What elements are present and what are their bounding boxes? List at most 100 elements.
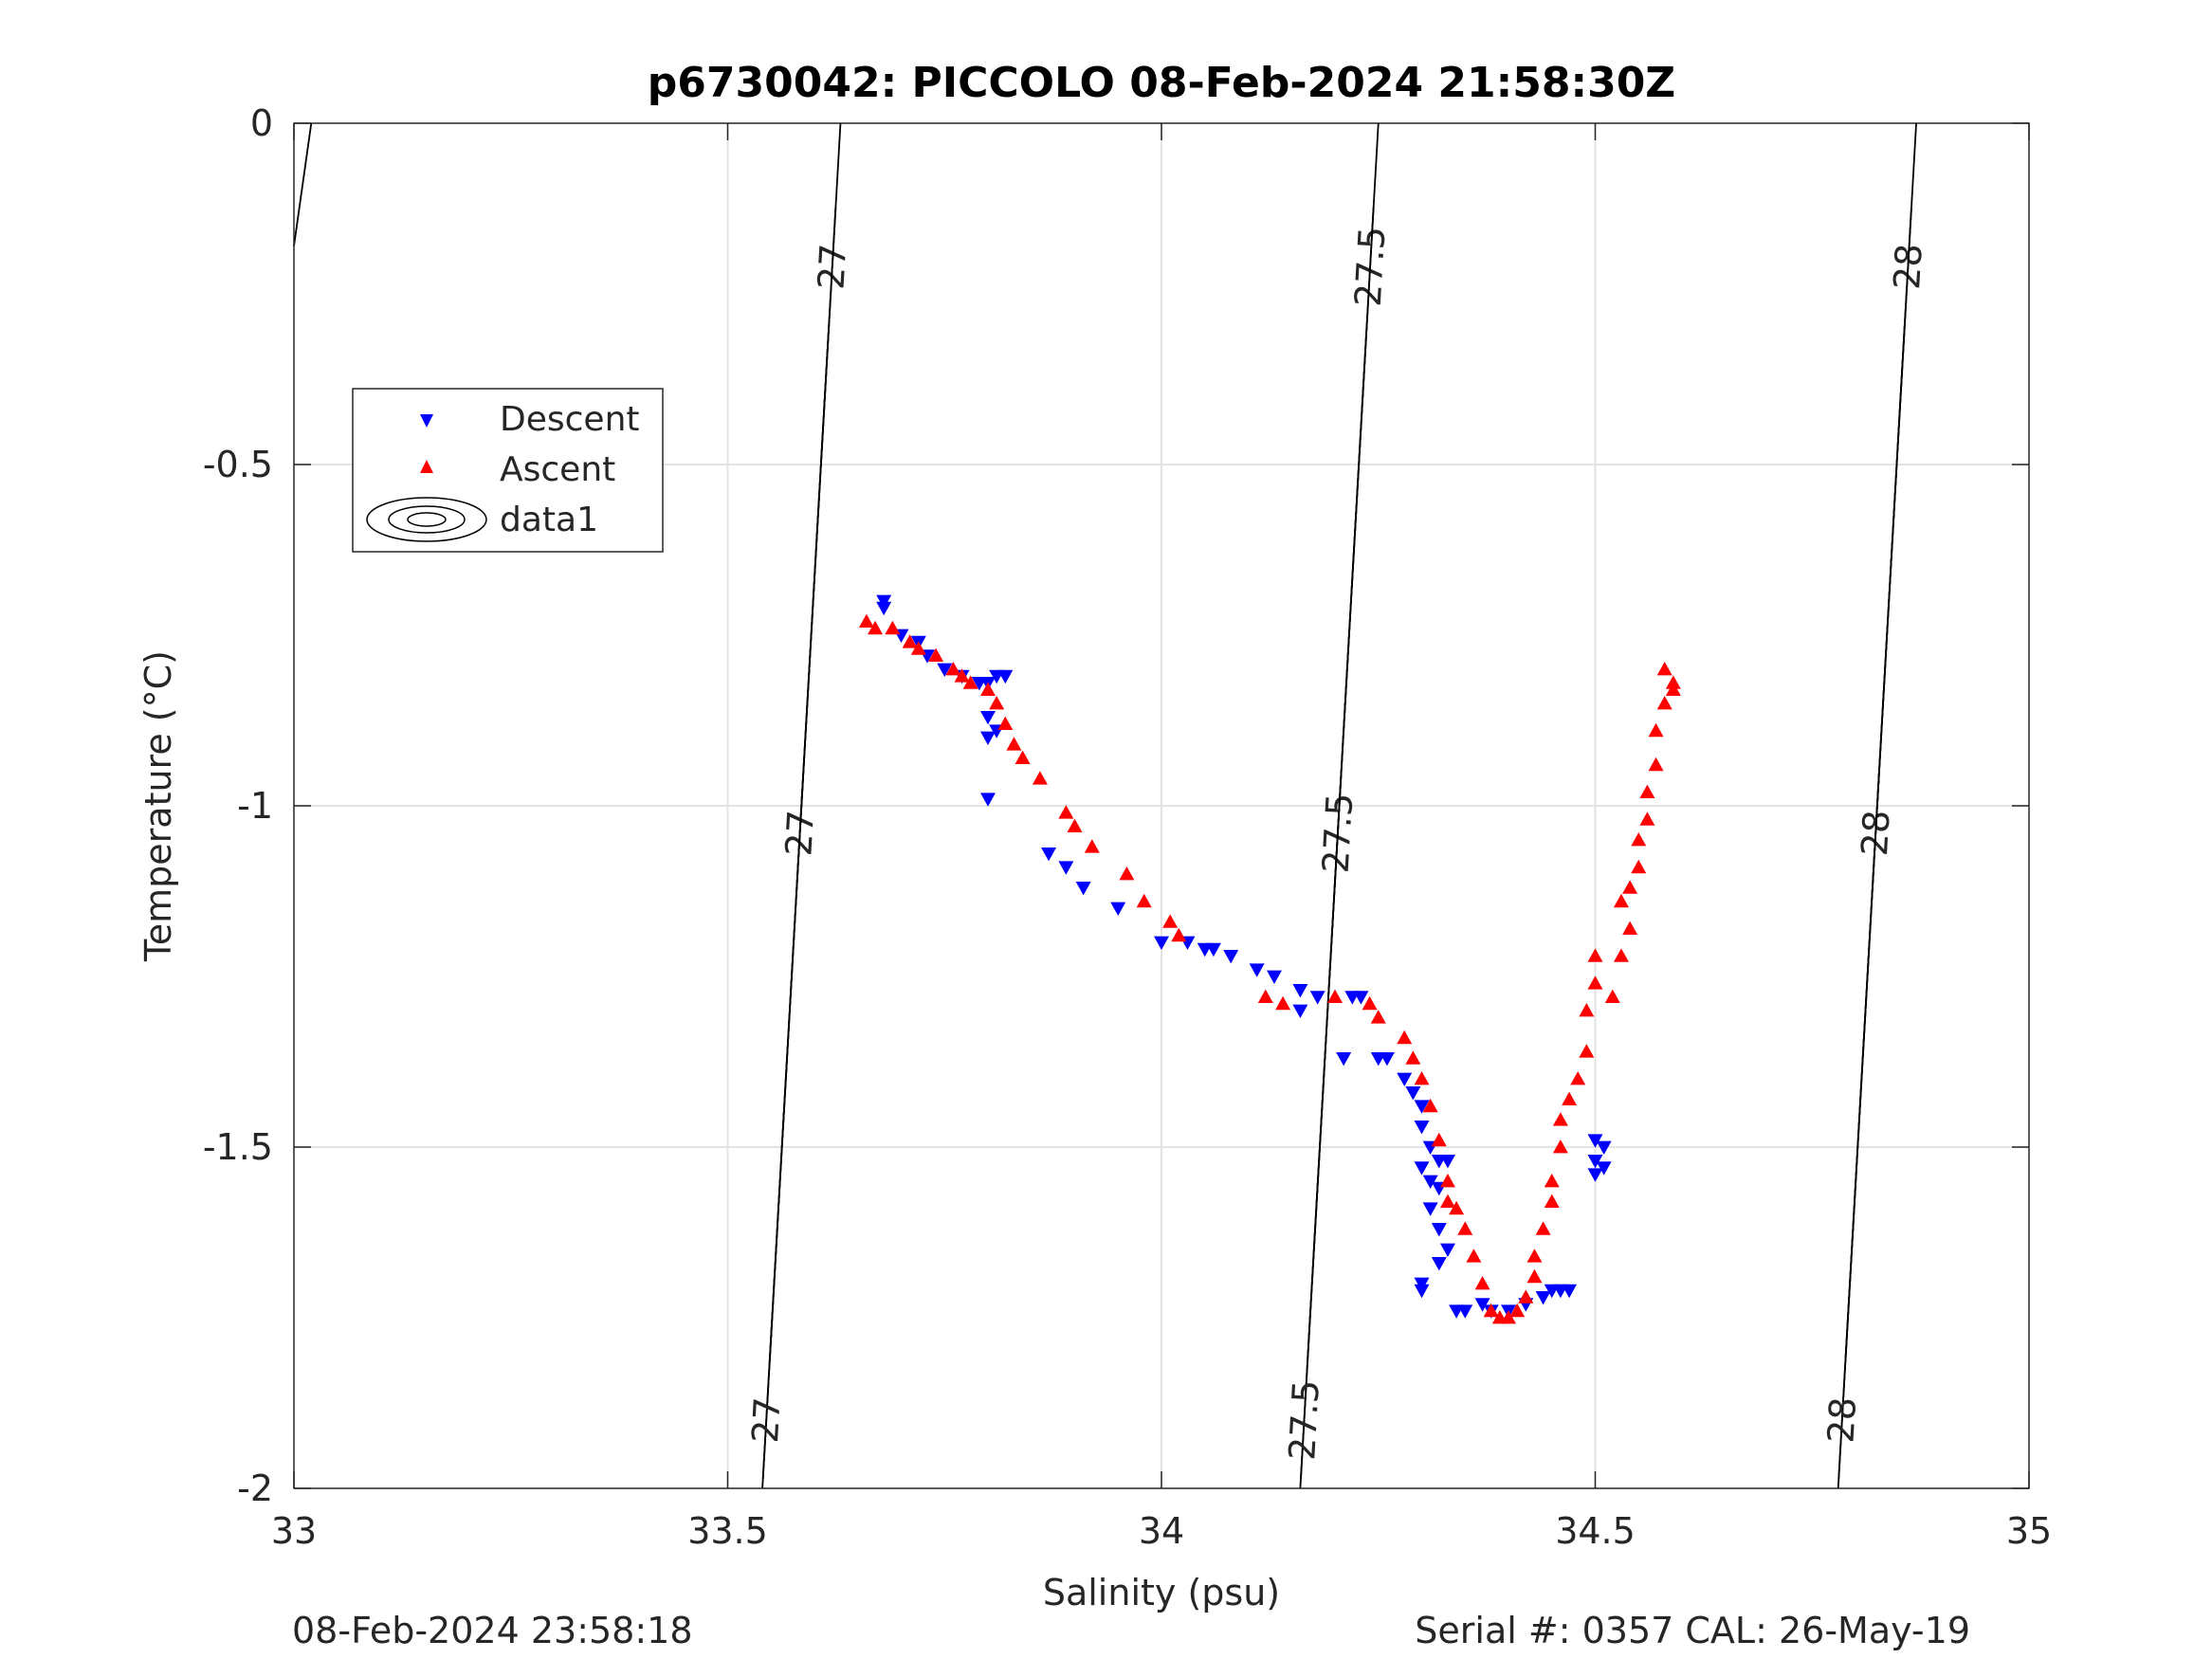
descent-point bbox=[1596, 1161, 1612, 1176]
y-axis-label: Temperature (°C) bbox=[137, 650, 179, 962]
ascent-point bbox=[1457, 1221, 1473, 1235]
ascent-point bbox=[1397, 1030, 1413, 1045]
ascent-point bbox=[1084, 839, 1100, 853]
footer-serial-cal: Serial #: 0357 CAL: 26-May-19 bbox=[1415, 1610, 1970, 1651]
descent-point bbox=[1414, 1121, 1430, 1135]
ascent-point bbox=[1518, 1289, 1534, 1304]
descent-point bbox=[1309, 991, 1325, 1005]
ascent-point bbox=[1058, 805, 1074, 819]
ascent-point bbox=[1466, 1249, 1482, 1263]
ascent-point bbox=[1431, 1132, 1447, 1147]
descent-point bbox=[1154, 936, 1169, 950]
ascent-point bbox=[1119, 866, 1135, 881]
ascent-point bbox=[1587, 948, 1603, 962]
ascent-point bbox=[1257, 989, 1273, 1003]
ascent-point bbox=[989, 696, 1005, 710]
ascent-point bbox=[1587, 975, 1603, 990]
legend-data1-label: data1 bbox=[500, 501, 598, 539]
ascent-point bbox=[1613, 893, 1629, 908]
x-tick-label: 34 bbox=[1139, 1510, 1184, 1552]
descent-point bbox=[1414, 1161, 1430, 1176]
descent-point bbox=[1457, 1304, 1473, 1319]
ascent-point bbox=[997, 716, 1014, 730]
descent-point bbox=[1205, 942, 1221, 957]
isopycnal-label: 27 bbox=[744, 1396, 789, 1445]
ascent-point bbox=[1171, 927, 1187, 942]
density-contours: 27272727.527.527.5282828 bbox=[293, 122, 1930, 1489]
descent-point bbox=[937, 663, 953, 677]
descent-point bbox=[1336, 1052, 1352, 1066]
descent-point bbox=[1422, 1175, 1438, 1189]
descent-point bbox=[1414, 1284, 1430, 1299]
ascent-point bbox=[1483, 1303, 1499, 1318]
ascent-point bbox=[1422, 1098, 1438, 1113]
ascent-point bbox=[1327, 989, 1343, 1003]
descent-point bbox=[1223, 950, 1239, 964]
legend-ascent-label: Ascent bbox=[500, 450, 615, 489]
ascent-point bbox=[1656, 662, 1673, 676]
ascent-point bbox=[1439, 1194, 1455, 1208]
x-tick-label: 33.5 bbox=[687, 1510, 768, 1552]
ascent-point bbox=[1544, 1174, 1560, 1188]
legend-descent-marker bbox=[420, 414, 433, 428]
ascent-point bbox=[954, 668, 970, 683]
y-tick-label: -0.5 bbox=[203, 444, 273, 485]
ascent-point bbox=[1535, 1221, 1551, 1235]
ascent-point bbox=[1405, 1050, 1421, 1065]
ascent-point bbox=[1136, 893, 1152, 908]
ascent-point bbox=[1622, 880, 1638, 894]
descent-point bbox=[1041, 848, 1057, 862]
x-tick-label: 34.5 bbox=[1555, 1510, 1636, 1552]
descent-point bbox=[1562, 1284, 1578, 1299]
ascent-point bbox=[1526, 1249, 1543, 1263]
isopycnal-line bbox=[768, 122, 842, 1362]
ascent-point bbox=[1570, 1071, 1586, 1085]
descent-point bbox=[997, 669, 1014, 684]
ascent-point bbox=[1579, 1044, 1595, 1058]
ascent-point bbox=[1509, 1303, 1526, 1318]
ascent-point bbox=[1639, 784, 1655, 798]
ascent-point bbox=[1526, 1268, 1543, 1284]
ascent-point bbox=[858, 613, 874, 628]
descent-point bbox=[980, 711, 996, 725]
ascent-point bbox=[1501, 1310, 1516, 1324]
descent-point bbox=[1596, 1140, 1612, 1155]
descent-point bbox=[876, 601, 892, 616]
descent-point bbox=[1414, 1100, 1430, 1114]
ascent-point bbox=[962, 675, 978, 689]
descent-point bbox=[980, 793, 996, 807]
descent-point bbox=[1405, 1086, 1421, 1101]
ascent-point bbox=[1552, 1112, 1568, 1126]
ascent-point bbox=[980, 682, 996, 696]
descent-point bbox=[1439, 1243, 1455, 1257]
ascent-point bbox=[1631, 832, 1647, 847]
ascent-point bbox=[1656, 696, 1673, 710]
descent-point bbox=[1422, 1202, 1438, 1216]
ascent-point bbox=[910, 641, 926, 655]
descent-point bbox=[1535, 1291, 1551, 1305]
ascent-point bbox=[928, 647, 944, 662]
descent-point bbox=[1587, 1168, 1603, 1182]
ascent-point bbox=[1544, 1194, 1560, 1208]
legend-descent-label: Descent bbox=[500, 400, 640, 439]
y-tick-label: -1.5 bbox=[203, 1126, 273, 1168]
descent-point bbox=[1292, 984, 1308, 998]
descent-point bbox=[1353, 991, 1369, 1005]
isopycnal-line bbox=[1844, 122, 1917, 1362]
axes: 33 33.5 34 34.5 35 0 -0.5 -1 -1.5 -2 bbox=[203, 102, 2052, 1552]
ascent-point bbox=[1579, 1003, 1595, 1017]
descent-point bbox=[1292, 1004, 1308, 1018]
y-tick-label: 0 bbox=[250, 102, 273, 144]
ascent-point bbox=[1648, 722, 1664, 738]
x-axis-label: Salinity (psu) bbox=[1043, 1572, 1280, 1613]
ascent-point bbox=[1449, 1200, 1465, 1215]
ascent-point bbox=[1414, 1071, 1430, 1085]
descent-point bbox=[1431, 1257, 1447, 1271]
data-points bbox=[858, 594, 1681, 1324]
descent-point bbox=[1587, 1134, 1603, 1148]
descent-point bbox=[1397, 1072, 1413, 1086]
ascent-point bbox=[1439, 1174, 1455, 1188]
descent-point bbox=[1075, 882, 1091, 896]
ascent-point bbox=[1613, 948, 1629, 962]
